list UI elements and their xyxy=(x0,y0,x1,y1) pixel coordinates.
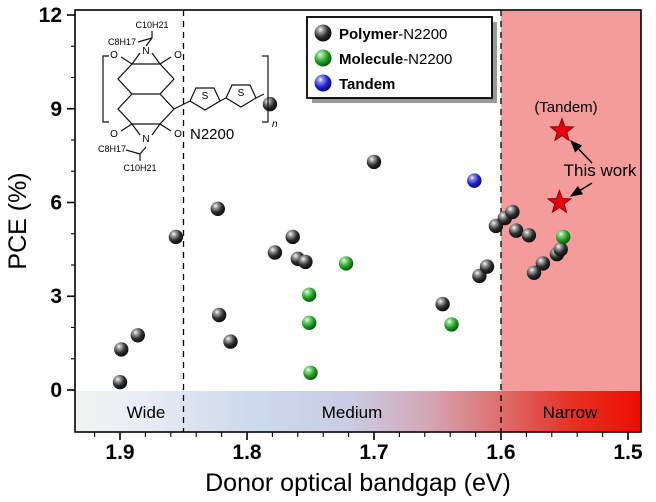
imide-carbonyl-bonds xyxy=(120,52,172,136)
y-tick-label: 0 xyxy=(50,379,62,402)
alkyl-c8h17-label: C8H17 xyxy=(98,144,126,154)
svg-text:Polymer-N2200: Polymer-N2200 xyxy=(339,26,447,43)
plot-border xyxy=(74,9,642,433)
this-work-star-marker[interactable] xyxy=(549,117,575,142)
nitrogen-atom-label: N xyxy=(142,46,149,57)
this-work-star-marker[interactable] xyxy=(546,189,573,214)
data-point-tandem[interactable] xyxy=(467,173,482,188)
x-tick-label: 1.9 xyxy=(105,441,134,464)
data-point-polymer-n2200[interactable] xyxy=(435,296,450,312)
data-point-polymer-n2200[interactable] xyxy=(285,229,300,245)
y-axis-title: PCE (%) xyxy=(4,172,32,269)
this-work-label: This work xyxy=(564,161,637,180)
data-point-polymer-n2200[interactable] xyxy=(262,96,278,112)
data-point-polymer-n2200[interactable] xyxy=(535,256,551,271)
y-tick-labels: 0 3 6 9 12 xyxy=(39,4,62,402)
legend-label: Tandem xyxy=(339,76,395,93)
alkyl-c10h21-label: C10H21 xyxy=(135,20,168,30)
arrow-to-upper-star xyxy=(570,139,593,164)
y-tick-label: 6 xyxy=(50,192,62,215)
data-point-polymer-n2200[interactable] xyxy=(553,242,568,257)
data-point-molecule-n2200[interactable] xyxy=(444,317,459,332)
polymer-name-label: N2200 xyxy=(190,126,234,143)
legend-label: Molecule xyxy=(339,51,403,68)
data-point-molecule-n2200[interactable] xyxy=(338,256,354,271)
band-label-wide: Wide xyxy=(127,403,166,422)
data-point-polymer-n2200[interactable] xyxy=(223,334,238,349)
oxygen-atom-label: O xyxy=(174,129,182,140)
legend-box xyxy=(306,16,493,99)
narrow-bandgap-region xyxy=(501,10,641,432)
alkyl-chain-bonds xyxy=(125,31,153,161)
data-point-polymer-n2200[interactable] xyxy=(168,229,184,245)
molecule-structure-n2200: N N O O O O S S C10H21 C8H17 C8H17 C10H2… xyxy=(98,20,278,173)
sulfur-atom-label: S xyxy=(238,88,245,99)
data-point-polymer-n2200[interactable] xyxy=(509,223,524,238)
data-point-polymer-n2200[interactable] xyxy=(267,245,283,260)
x-tick-label: 1.8 xyxy=(232,441,262,464)
highlight-annotations: (Tandem) This work xyxy=(534,99,637,197)
tandem-marker-icon xyxy=(314,74,332,92)
data-point-polymer-n2200[interactable] xyxy=(112,375,128,390)
naphthalene-rings xyxy=(117,63,175,125)
data-point-molecule-n2200[interactable] xyxy=(302,287,317,302)
data-point-polymer-n2200[interactable] xyxy=(211,307,227,323)
repeat-unit-n-label: n xyxy=(272,119,278,130)
alkyl-c10h21-label: C10H21 xyxy=(123,163,156,173)
sulfur-atom-label: S xyxy=(202,91,209,102)
x-tick-label: 1.7 xyxy=(359,441,388,464)
band-label-medium: Medium xyxy=(322,403,382,422)
oxygen-atom-label: O xyxy=(174,50,182,61)
legend-item-polymer: Polymer-N2200 xyxy=(314,24,447,43)
arrow-to-lower-star xyxy=(569,182,593,197)
bandgap-gradient-band xyxy=(75,391,641,432)
tandem-star-label: (Tandem) xyxy=(534,99,597,116)
svg-text:Molecule-N2200: Molecule-N2200 xyxy=(339,51,452,68)
molecule-marker-icon xyxy=(314,49,332,67)
y-tick-label: 3 xyxy=(50,285,62,308)
data-point-molecule-n2200[interactable] xyxy=(302,315,317,330)
data-point-polymer-n2200[interactable] xyxy=(210,201,225,216)
data-point-polymer-n2200[interactable] xyxy=(130,328,145,343)
oxygen-atom-label: O xyxy=(110,50,118,61)
data-point-molecule-n2200[interactable] xyxy=(303,365,318,380)
axis-ticks xyxy=(67,14,629,440)
x-tick-labels: 1.9 1.8 1.7 1.6 1.5 xyxy=(105,441,643,464)
data-point-polymer-n2200[interactable] xyxy=(479,259,495,274)
y-tick-label: 12 xyxy=(39,4,62,27)
data-point-polymer-n2200[interactable] xyxy=(114,342,129,357)
alkyl-c8h17-label: C8H17 xyxy=(108,37,136,47)
x-tick-label: 1.6 xyxy=(486,441,515,464)
nitrogen-atom-label: N xyxy=(142,134,149,145)
legend-label: Polymer xyxy=(339,26,398,43)
repeat-brackets xyxy=(102,55,269,123)
narrow-region-fill xyxy=(501,10,641,432)
data-point-polymer-n2200[interactable] xyxy=(521,228,537,243)
data-point-polymer-n2200[interactable] xyxy=(298,254,313,270)
x-axis-title: Donor optical bandgap (eV) xyxy=(205,469,511,497)
data-point-polymer-n2200[interactable] xyxy=(526,265,542,280)
svg-text:Tandem: Tandem xyxy=(339,76,395,93)
legend-item-tandem: Tandem xyxy=(314,74,395,93)
thiophene-rings xyxy=(173,84,265,111)
oxygen-atom-label: O xyxy=(110,129,118,140)
data-point-polymer-n2200[interactable] xyxy=(505,204,520,220)
band-label-narrow: Narrow xyxy=(543,403,599,422)
polymer-marker-icon xyxy=(314,24,332,42)
data-point-molecule-n2200[interactable] xyxy=(556,229,571,245)
x-tick-label: 1.5 xyxy=(613,441,643,464)
data-points-layer xyxy=(112,96,575,390)
y-tick-label: 9 xyxy=(50,98,62,121)
legend-item-molecule: Molecule-N2200 xyxy=(314,49,452,68)
data-point-polymer-n2200[interactable] xyxy=(366,154,382,170)
legend: Polymer-N2200 Molecule-N2200 Tandem xyxy=(306,16,497,103)
